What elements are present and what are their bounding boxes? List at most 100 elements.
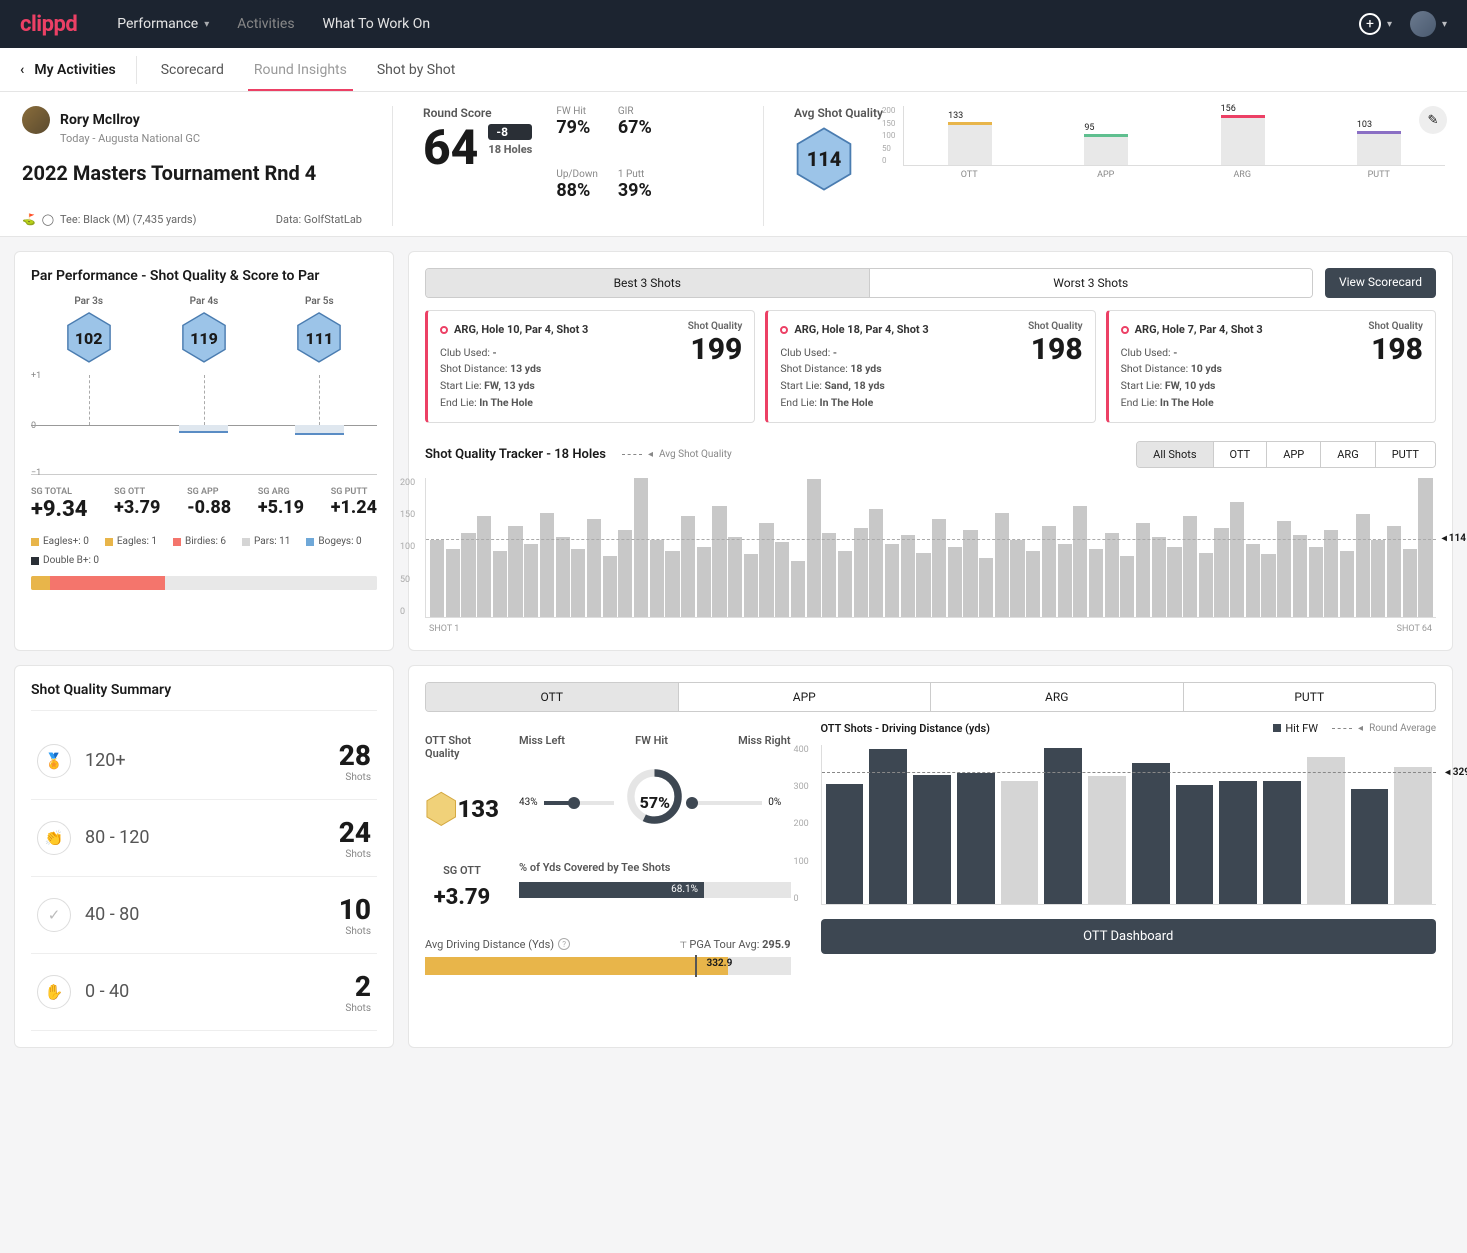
- subnav-tab[interactable]: Shot by Shot: [377, 50, 456, 90]
- fw-donut: 57%: [625, 767, 684, 839]
- topnav-item[interactable]: Activities: [237, 16, 294, 32]
- check-icon: ✓: [37, 898, 71, 932]
- ott-card: OTTAPPARGPUTT OTT Shot Quality 133 SG OT…: [408, 665, 1453, 1048]
- tracker-bar: [540, 513, 554, 617]
- tracker-tab[interactable]: OTT: [1213, 442, 1267, 467]
- round-title: 2022 Masters Tournament Rnd 4: [22, 161, 362, 185]
- topnav-item[interactable]: What To Work On: [323, 16, 431, 32]
- tracker-bar: [1403, 549, 1417, 617]
- avg-dd-bar: 332.9: [425, 957, 791, 975]
- summary-row[interactable]: ✋0 - 40 2Shots: [31, 954, 377, 1031]
- shot-card[interactable]: ARG, Hole 10, Par 4, Shot 3 Club Used: -…: [425, 310, 755, 423]
- par-hexes: Par 3s102Par 4s119Par 5s111: [31, 296, 377, 365]
- coverage-bar: 68.1%: [519, 882, 791, 898]
- toggle-btn[interactable]: Worst 3 Shots: [869, 269, 1313, 297]
- shot-card[interactable]: ARG, Hole 18, Par 4, Shot 3 Club Used: -…: [765, 310, 1095, 423]
- ott-dashboard-button[interactable]: OTT Dashboard: [821, 919, 1436, 954]
- stat-value: 79%: [556, 117, 598, 138]
- ott-sg-value: +3.79: [425, 885, 499, 910]
- mini-chart: 200150100500 13395156103 OTTAPPARGPUTT: [903, 106, 1445, 180]
- tracker-tab[interactable]: APP: [1266, 442, 1320, 467]
- summary-row[interactable]: 👏80 - 120 24Shots: [31, 800, 377, 877]
- tracker-bar: [1183, 516, 1197, 617]
- ott-tab[interactable]: OTT: [426, 683, 678, 711]
- avg-driving-row: Avg Driving Distance (Yds) ? ⊤ PGA Tour …: [425, 938, 791, 975]
- legend-item: Bogeys: 0: [306, 536, 361, 547]
- coverage-label: % of Yds Covered by Tee Shots: [519, 861, 791, 874]
- tracker-tab[interactable]: ARG: [1320, 442, 1374, 467]
- tracker-bar: [477, 516, 491, 617]
- tracker-bar: [587, 519, 601, 616]
- mini-bar: 133: [948, 125, 992, 165]
- dd-legend-hit: Hit FW: [1273, 722, 1318, 735]
- dd-chart: 4003002001000 ◂ 329: [821, 745, 1436, 905]
- legend-item: Pars: 11: [242, 536, 290, 547]
- tracker-bar: [963, 530, 977, 617]
- ott-tab[interactable]: APP: [678, 683, 931, 711]
- main: Par Performance - Shot Quality & Score t…: [0, 237, 1467, 1062]
- user-menu[interactable]: ▾: [1410, 11, 1447, 37]
- dd-bar: [1307, 757, 1345, 904]
- tracker-bar: [1026, 551, 1040, 617]
- shot-card[interactable]: ARG, Hole 7, Par 4, Shot 3 Club Used: -S…: [1106, 310, 1436, 423]
- legend-item: Double B+: 0: [31, 555, 99, 566]
- tracker-tab[interactable]: PUTT: [1375, 442, 1435, 467]
- stat-grid: FW Hit79%GIR67%Up/Down88%1 Putt39%: [556, 106, 659, 226]
- ott-tab[interactable]: PUTT: [1183, 683, 1436, 711]
- tracker-bar: [1356, 514, 1370, 617]
- ott-tab[interactable]: ARG: [930, 683, 1183, 711]
- medal-icon: 🏅: [37, 744, 71, 778]
- back-button[interactable]: ‹ My Activities: [20, 56, 137, 84]
- tracker-bar: [618, 530, 632, 617]
- par-title: Par Performance - Shot Quality & Score t…: [31, 268, 377, 284]
- dd-bar: [957, 773, 995, 903]
- tracker-bar: [1309, 547, 1323, 617]
- par-chart: +1 0 −1: [31, 375, 377, 475]
- tracker-head: Shot Quality Tracker - 18 Holes ◂ Avg Sh…: [425, 441, 1436, 468]
- toggle-btn[interactable]: Best 3 Shots: [426, 269, 869, 297]
- sg-cell: SG TOTAL+9.34: [31, 487, 87, 522]
- tracker-bar: [869, 509, 883, 617]
- topnav: Performance▾ Activities What To Work On: [117, 16, 430, 32]
- course-icon: ⛳: [22, 213, 36, 226]
- dd-bar: [1176, 785, 1214, 903]
- tracker-bar: [1340, 551, 1354, 617]
- par-hex: Par 5s111: [295, 296, 343, 365]
- subnav-tab[interactable]: Round Insights: [254, 50, 347, 90]
- subnav-tab[interactable]: Scorecard: [161, 50, 224, 90]
- par-hex: Par 4s119: [180, 296, 228, 365]
- tracker-bar: [1261, 554, 1275, 617]
- tracker-bar: [1152, 537, 1166, 617]
- data-source: Data: GolfStatLab: [276, 213, 362, 226]
- topnav-item[interactable]: Performance▾: [117, 16, 209, 32]
- stat-value: 67%: [618, 117, 660, 138]
- round-subtitle: Today - Augusta National GC: [60, 132, 362, 145]
- mini-bar: 156: [1221, 118, 1265, 165]
- tour-avg-label: PGA Tour Avg:: [689, 938, 759, 951]
- logo[interactable]: clippd: [20, 12, 77, 37]
- tracker-bar: [461, 533, 475, 616]
- tracker-bar: [791, 561, 805, 617]
- legend-item: Eagles+: 0: [31, 536, 89, 547]
- add-button[interactable]: + ▾: [1359, 13, 1392, 35]
- tracker-y-axis: 200150100500: [400, 478, 415, 617]
- shots-card: Best 3 ShotsWorst 3 Shots View Scorecard…: [408, 251, 1453, 651]
- tracker-bar: [1089, 549, 1103, 617]
- edit-button[interactable]: ✎: [1419, 106, 1447, 134]
- tracker-bar: [759, 523, 773, 617]
- tracker-tab[interactable]: All Shots: [1137, 442, 1212, 467]
- dd-bar: [1001, 781, 1039, 904]
- info-icon[interactable]: ?: [558, 938, 570, 950]
- view-scorecard-button[interactable]: View Scorecard: [1325, 268, 1436, 298]
- ott-body: OTT Shot Quality 133 SG OTT +3.79 Miss L…: [425, 722, 1436, 975]
- tracker-bar: [1136, 523, 1150, 617]
- subnav-tabs: Scorecard Round Insights Shot by Shot: [161, 50, 456, 90]
- hand-icon: ✋: [37, 975, 71, 1009]
- tracker-bar: [1199, 553, 1213, 617]
- summary-row[interactable]: ✓40 - 80 10Shots: [31, 877, 377, 954]
- summary-row[interactable]: 🏅120+ 28Shots: [31, 723, 377, 800]
- score-label: Round Score: [423, 106, 532, 120]
- best-worst-toggle: Best 3 ShotsWorst 3 Shots: [425, 268, 1313, 298]
- chevron-down-icon: ▾: [1442, 19, 1447, 30]
- score-segment: [31, 576, 50, 590]
